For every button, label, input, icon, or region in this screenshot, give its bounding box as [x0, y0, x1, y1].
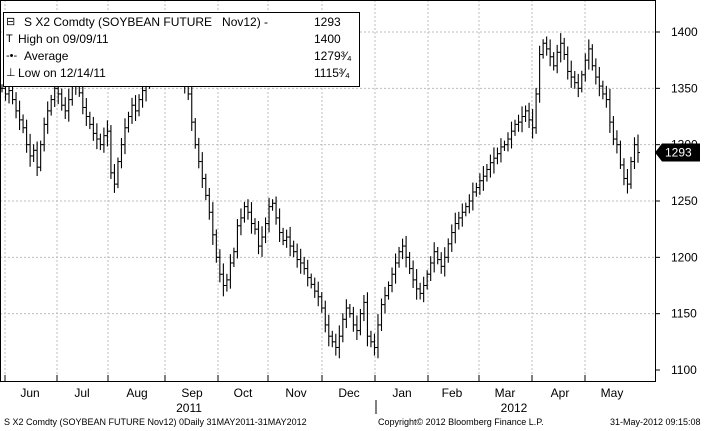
- legend-box: ⊟ S X2 Comdty (SOYBEAN FUTURE Nov12) - 1…: [3, 12, 360, 87]
- legend-row-average: -•- Average 1279³⁄₄: [4, 49, 359, 64]
- legend-title: S X2 Comdty (SOYBEAN FUTURE Nov12) -: [24, 15, 269, 29]
- footer-copyright: Copyright© 2012 Bloomberg Finance L.P.: [378, 417, 544, 427]
- high-marker-icon: T: [6, 33, 13, 45]
- low-marker-icon: ⊥: [6, 67, 16, 79]
- legend-average-value: 1279³⁄₄: [314, 49, 352, 63]
- last-price-label: 1293: [665, 146, 692, 160]
- y-tick-label: 1250: [671, 194, 698, 208]
- x-tick-label: Feb: [442, 386, 463, 400]
- x-tick-label: Apr: [551, 386, 570, 400]
- y-tick-label: 1200: [671, 250, 698, 264]
- footer-security-info: S X2 Comdty (SOYBEAN FUTURE Nov12) 0Dail…: [4, 417, 307, 427]
- x-tick-label: Nov: [285, 386, 306, 400]
- footer-timestamp: 31-May-2012 09:15:08: [610, 417, 701, 427]
- y-tick-label: 1400: [671, 25, 698, 39]
- legend-low-value: 1115³⁄₄: [314, 66, 350, 80]
- y-tick-label: 1100: [671, 363, 697, 377]
- x-tick-label: Jun: [20, 386, 39, 400]
- legend-high-value: 1400: [314, 32, 341, 46]
- legend-title-value: 1293: [314, 15, 341, 29]
- legend-row-low: ⊥ Low on 12/14/11 1115³⁄₄: [4, 66, 359, 81]
- plot-frame: [0, 0, 656, 382]
- x-tick-label: Dec: [338, 386, 359, 400]
- x-tick-label: Jan: [392, 386, 411, 400]
- legend-row-title: ⊟ S X2 Comdty (SOYBEAN FUTURE Nov12) - 1…: [4, 15, 359, 30]
- average-marker-icon: -•-: [6, 50, 18, 62]
- x-tick-label: Sep: [181, 386, 203, 400]
- legend-average-label: Average: [24, 49, 69, 63]
- year-label: 2011: [176, 401, 202, 415]
- last-price-flag: [655, 143, 700, 162]
- x-tick-label: Oct: [234, 386, 253, 400]
- x-tick-label: May: [601, 386, 624, 400]
- year-label: 2012: [501, 401, 528, 415]
- legend-high-label: High on 09/09/11: [18, 32, 109, 46]
- x-tick-label: Mar: [495, 386, 516, 400]
- x-tick-label: Aug: [126, 386, 147, 400]
- y-tick-label: 1350: [671, 81, 698, 95]
- axes: 1100115012001250130013501400JunJulAugSep…: [0, 0, 700, 415]
- y-tick-label: 1150: [671, 307, 697, 321]
- x-tick-label: Jul: [74, 386, 89, 400]
- legend-close-icon[interactable]: ⊟: [6, 16, 16, 28]
- footer: S X2 Comdty (SOYBEAN FUTURE Nov12) 0Dail…: [0, 414, 709, 431]
- legend-low-label: Low on 12/14/11: [18, 66, 106, 80]
- legend-row-high: T High on 09/09/11 1400: [4, 32, 359, 47]
- last-price-marker: 1293: [655, 143, 700, 162]
